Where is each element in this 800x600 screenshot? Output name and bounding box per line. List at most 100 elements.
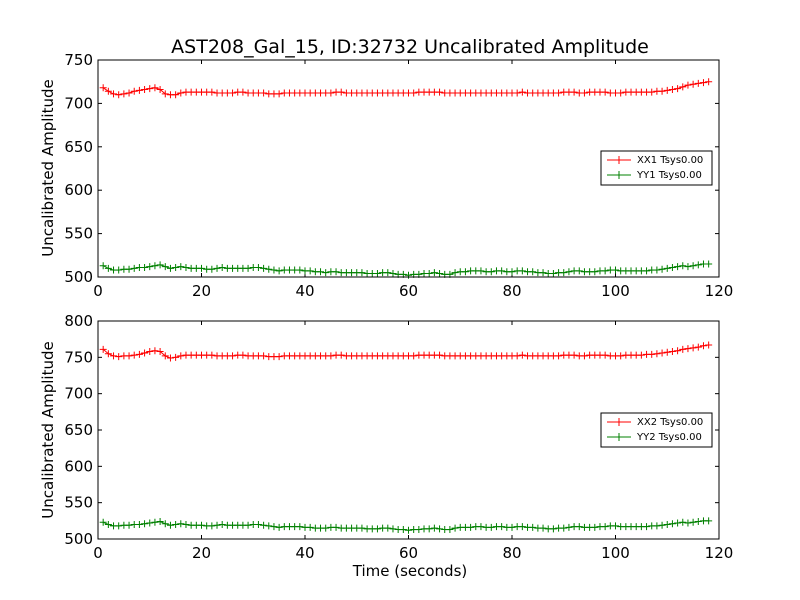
legend-marker-xx2 [615,418,623,426]
top-y-tick-label-700: 700 [64,94,93,112]
point-yy2-tsys0-00-43 [322,524,330,532]
point-yy1-tsys0-00-90 [565,268,573,276]
point-xx1-tsys0-00-117 [705,78,713,86]
point-yy2-tsys0-00-90 [565,523,573,531]
point-yy2-tsys0-00-71 [467,523,475,531]
point-yy2-tsys0-00-11 [156,518,164,526]
point-xx2-tsys0-00-5 [125,352,133,360]
point-yy2-tsys0-00-56 [389,525,397,533]
bottom-panel: 0 20 40 60 80 100 120 500 550 600 650 700 750 800 Unc… [39,312,733,580]
point-yy1-tsys0-00-63 [425,270,433,278]
point-yy1-tsys0-00-16 [182,263,190,271]
point-yy1-tsys0-00-12 [161,263,169,271]
point-xx1-tsys0-00-1 [104,87,112,95]
point-xx2-tsys0-00-31 [260,352,268,360]
point-yy2-tsys0-00-23 [218,520,226,528]
point-xx2-tsys0-00-115 [694,343,702,351]
point-xx2-tsys0-00-100 [617,352,625,360]
point-xx2-tsys0-00-114 [689,344,697,352]
point-xx2-tsys0-00-3 [115,353,123,361]
legend-label-xx1: XX1 Tsys0.00 [637,155,703,166]
point-yy2-tsys0-00-114 [689,518,697,526]
point-yy2-tsys0-00-73 [477,523,485,531]
point-yy1-tsys0-00-112 [679,262,687,270]
top-y-tick-label-500: 500 [64,268,93,286]
point-xx2-tsys0-00-0 [99,345,107,353]
point-yy2-tsys0-00-95 [591,523,599,531]
point-yy2-tsys0-00-108 [658,521,666,529]
bottom-x-tick-label-120: 120 [705,544,734,562]
point-yy1-tsys0-00-115 [694,261,702,269]
point-xx2-tsys0-00-34 [275,353,283,361]
point-xx2-tsys0-00-112 [679,345,687,353]
legend-label-xx2: XX2 Tsys0.00 [637,417,703,428]
point-xx1-tsys0-00-109 [663,86,671,94]
point-yy2-tsys0-00-112 [679,518,687,526]
point-yy1-tsys0-00-65 [436,270,444,278]
point-yy1-tsys0-00-59 [405,271,412,279]
point-yy1-tsys0-00-92 [575,267,583,275]
point-xx1-tsys0-00-88 [555,89,563,97]
point-xx2-tsys0-00-113 [684,345,692,353]
legend-entry-xx2: XX2 Tsys0.00 [607,417,703,428]
point-xx2-tsys0-00-27 [239,351,247,359]
point-yy1-tsys0-00-11 [156,261,164,269]
top-plot-frame [97,59,720,278]
point-yy2-tsys0-00-79 [508,523,516,531]
point-yy1-tsys0-00-109 [663,264,671,272]
point-yy2-tsys0-00-87 [549,525,557,533]
point-yy1-tsys0-00-40 [306,267,314,275]
point-yy1-tsys0-00-22 [213,264,221,272]
point-xx1-tsys0-00-114 [689,80,697,88]
point-xx1-tsys0-00-44 [327,89,335,97]
point-xx1-tsys0-00-6 [130,87,138,95]
point-xx2-tsys0-00-107 [653,350,661,358]
bottom-x-tick-label-0: 0 [93,544,103,562]
point-xx1-tsys0-00-12 [161,90,169,98]
bottom-x-tick-label-40: 40 [295,544,314,562]
point-xx1-tsys0-00-60 [410,89,418,97]
point-yy1-tsys0-00-68 [451,269,459,277]
point-yy1-tsys0-00-30 [254,263,262,271]
point-yy2-tsys0-00-58 [399,526,407,534]
point-yy2-tsys0-00-15 [177,520,185,528]
point-yy2-tsys0-00-67 [446,526,454,534]
point-xx2-tsys0-00-109 [663,348,671,356]
top-y-tick-label-650: 650 [64,138,93,156]
point-xx1-tsys0-00-2 [110,90,118,98]
point-yy2-tsys0-00-3 [115,522,123,530]
point-yy2-tsys0-00-12 [161,520,169,528]
point-xx1-tsys0-00-106 [648,88,656,96]
point-yy1-tsys0-00-50 [358,269,366,277]
point-xx1-tsys0-00-46 [337,88,345,96]
point-yy2-tsys0-00-85 [539,524,547,532]
bottom-y-tick-label-550: 550 [64,494,93,512]
point-yy1-tsys0-00-13 [166,264,174,272]
point-yy1-tsys0-00-99 [612,266,619,274]
point-xx2-tsys0-00-6 [130,351,138,359]
point-xx1-tsys0-00-111 [674,85,682,93]
point-yy1-tsys0-00-9 [146,263,154,271]
point-yy2-tsys0-00-111 [674,519,682,527]
point-xx2-tsys0-00-21 [208,351,216,359]
point-yy1-tsys0-00-5 [125,265,133,273]
point-xx1-tsys0-00-31 [260,89,268,97]
point-yy2-tsys0-00-10 [151,518,159,526]
top-x-tick-label-120: 120 [705,282,734,300]
point-yy2-tsys0-00-61 [415,526,423,534]
point-xx1-tsys0-00-5 [125,89,133,97]
top-x-tick-label-60: 60 [399,282,418,300]
point-yy1-tsys0-00-85 [539,269,547,277]
legend-marker-yy2 [615,433,623,441]
x-axis-title: Time (seconds) [352,562,468,580]
point-xx1-tsys0-00-97 [601,88,609,96]
point-yy2-tsys0-00-81 [518,523,526,531]
point-yy1-tsys0-00-89 [560,269,568,277]
point-xx1-tsys0-00-91 [570,88,578,96]
point-xx1-tsys0-00-65 [436,88,444,96]
point-yy1-tsys0-00-32 [265,265,273,273]
point-yy1-tsys0-00-28 [244,264,252,272]
point-xx1-tsys0-00-80 [513,89,521,97]
point-xx2-tsys0-00-9 [146,348,154,356]
